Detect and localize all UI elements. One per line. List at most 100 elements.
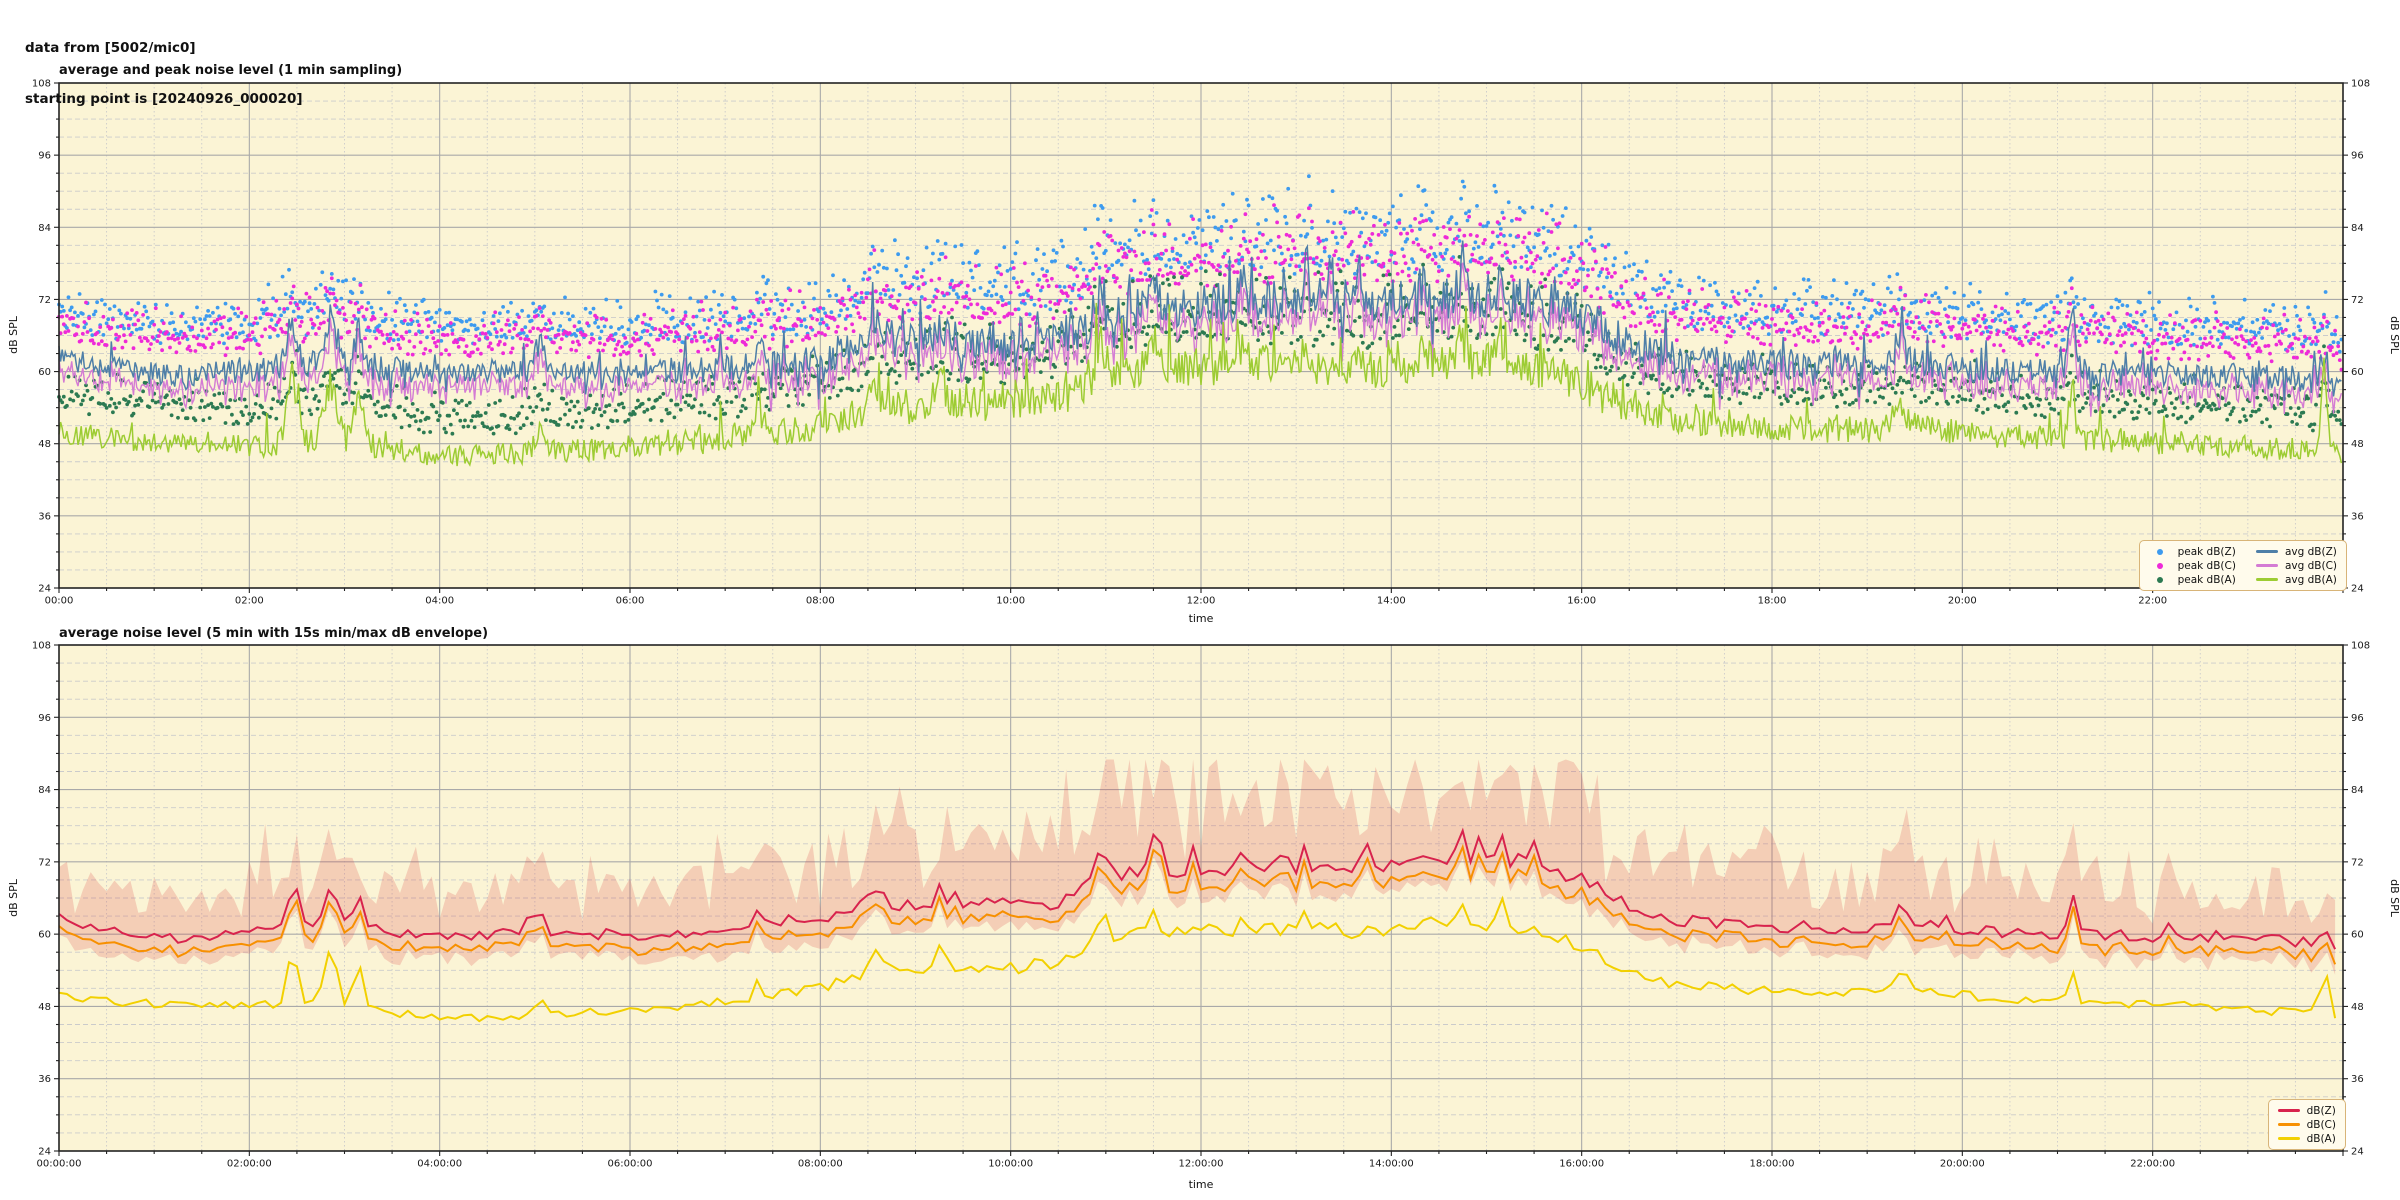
y-tick-label-right: 96 — [2351, 713, 2364, 724]
dbz-line — [58, 827, 2337, 950]
x-tick-label: 22:00:00 — [2130, 1158, 2175, 1169]
y-tick-label-left: 36 — [38, 1074, 51, 1085]
avg-dbz-line — [58, 240, 2342, 401]
legend-label: peak dB(C) — [2177, 559, 2236, 572]
y-tick-label-right: 108 — [2351, 79, 2370, 90]
y-tick-label-right: 48 — [2351, 1002, 2364, 1013]
legend-item: dB(A) — [2277, 1132, 2336, 1145]
chart-top: 00:00 02:00 04:00 06:00 08:00 10:00 12:00 14:00… — [7, 63, 2400, 625]
x-tick-label: 14:00 — [1377, 595, 1406, 606]
y-tick-label-left: 48 — [38, 1002, 51, 1013]
y-tick-label-right: 24 — [2351, 584, 2364, 595]
x-tick-label: 00:00:00 — [37, 1158, 82, 1169]
legend-dot-marker-peak-db-a- — [2156, 576, 2163, 583]
xlabel-bottom: time — [1189, 1178, 1214, 1191]
series-bottom — [58, 759, 2337, 1023]
y-tick-label-right: 24 — [2351, 1147, 2364, 1158]
legend-label: dB(A) — [2306, 1132, 2336, 1145]
y-tick-label-left: 48 — [38, 439, 51, 450]
legend-label: avg dB(Z) — [2284, 545, 2337, 558]
x-tick-label: 20:00 — [1948, 595, 1977, 606]
y-tick-label-left: 96 — [38, 713, 51, 724]
avg-dba-line — [58, 302, 2343, 467]
x-tick-label: 12:00 — [1187, 595, 1216, 606]
y-tick-label-left: 108 — [32, 79, 51, 90]
x-tick-label: 10:00:00 — [988, 1158, 1033, 1169]
legend-label: avg dB(A) — [2284, 573, 2337, 586]
ylabel-top-right: dB SPL — [2388, 316, 2400, 355]
legend-item: peak dB(C) — [2149, 559, 2236, 572]
legend-line-marker-db-z- — [2277, 1108, 2300, 1113]
legend-label: peak dB(A) — [2177, 573, 2236, 586]
x-tick-label: 22:00 — [2138, 595, 2167, 606]
title-bottom: average noise level (5 min with 15s min/… — [59, 626, 488, 641]
avg-dbc-line — [58, 262, 2343, 417]
legend-dot-marker-peak-db-z- — [2156, 548, 2163, 555]
y-tick-label-right: 84 — [2351, 785, 2364, 796]
y-tick-label-left: 60 — [38, 930, 51, 941]
header-line-2: starting point is [20240926_000020] — [25, 91, 303, 107]
y-tick-label-right: 72 — [2351, 857, 2364, 868]
y-tick-label-left: 108 — [32, 641, 51, 652]
y-tick-label-left: 36 — [38, 511, 51, 522]
y-tick-label-right: 84 — [2351, 223, 2364, 234]
x-tick-label: 08:00:00 — [798, 1158, 843, 1169]
legend-item: avg dB(C) — [2255, 559, 2337, 572]
x-tick-label: 12:00:00 — [1179, 1158, 1224, 1169]
x-tick-label: 04:00 — [425, 595, 454, 606]
legend-label: dB(Z) — [2306, 1104, 2336, 1117]
y-tick-label-left: 60 — [38, 367, 51, 378]
x-tick-label: 04:00:00 — [417, 1158, 462, 1169]
axes-bottom: 00:00:00 02:00:00 04:00:00 06:00:00 08:00:00… — [32, 641, 2370, 1170]
grid-bottom — [59, 645, 2343, 1151]
y-tick-label-right: 108 — [2351, 641, 2370, 652]
legend-label: avg dB(C) — [2284, 559, 2337, 572]
x-tick-label: 02:00:00 — [227, 1158, 272, 1169]
y-tick-label-left: 84 — [38, 785, 51, 796]
y-tick-label-left: 24 — [38, 584, 51, 595]
x-tick-label: 06:00 — [616, 595, 645, 606]
legend-item: avg dB(A) — [2255, 573, 2337, 586]
dba-line — [58, 895, 2337, 1023]
ylabel-bottom-right: dB SPL — [2388, 879, 2400, 918]
legend-label: peak dB(Z) — [2177, 545, 2236, 558]
legend-line-marker-avg-db-z- — [2255, 549, 2278, 554]
legend-item: avg dB(Z) — [2255, 545, 2337, 558]
ylabel-top-left: dB SPL — [7, 315, 20, 354]
x-tick-label: 16:00 — [1567, 595, 1596, 606]
axes-top: 00:00 02:00 04:00 06:00 08:00 10:00 12:00 14:00… — [32, 79, 2370, 607]
y-tick-label-right: 72 — [2351, 295, 2364, 306]
legend-bottom: dB(Z) dB(C) dB(A) — [2267, 1099, 2346, 1150]
x-tick-label: 00:00 — [45, 595, 74, 606]
y-tick-label-right: 36 — [2351, 511, 2364, 522]
legend-line-marker-db-a- — [2277, 1136, 2300, 1141]
x-tick-label: 18:00:00 — [1750, 1158, 1795, 1169]
y-tick-label-right: 60 — [2351, 367, 2364, 378]
legend-top: peak dB(Z) peak dB(C) peak dB(A) avg dB(Z) a… — [2138, 540, 2347, 591]
y-tick-label-right: 48 — [2351, 439, 2364, 450]
legend-dot-marker-peak-db-c- — [2156, 562, 2163, 569]
peak-dbc-scatter — [57, 203, 2344, 372]
x-tick-label: 02:00 — [235, 595, 264, 606]
x-tick-label: 08:00 — [806, 595, 835, 606]
x-tick-label: 14:00:00 — [1369, 1158, 1414, 1169]
legend-item: dB(C) — [2277, 1118, 2336, 1131]
peak-dbz-scatter — [57, 174, 2344, 354]
chart-bottom: 00:00:00 02:00:00 04:00:00 06:00:00 08:00:00… — [7, 626, 2400, 1191]
minmax-envelope — [59, 759, 2336, 975]
x-tick-label: 16:00:00 — [1559, 1158, 1604, 1169]
series-top — [57, 174, 2344, 467]
ylabel-bottom-left: dB SPL — [7, 878, 20, 917]
y-tick-label-left: 24 — [38, 1147, 51, 1158]
xlabel-top: time — [1189, 612, 1214, 625]
y-tick-label-right: 36 — [2351, 1074, 2364, 1085]
y-tick-label-left: 96 — [38, 151, 51, 162]
legend-line-marker-avg-db-a- — [2255, 577, 2278, 582]
legend-item: peak dB(Z) — [2149, 545, 2236, 558]
header: data from [5002/mic0] starting point is … — [25, 6, 303, 142]
legend-item: dB(Z) — [2277, 1104, 2336, 1117]
y-tick-label-right: 60 — [2351, 930, 2364, 941]
header-line-1: data from [5002/mic0] — [25, 40, 196, 56]
